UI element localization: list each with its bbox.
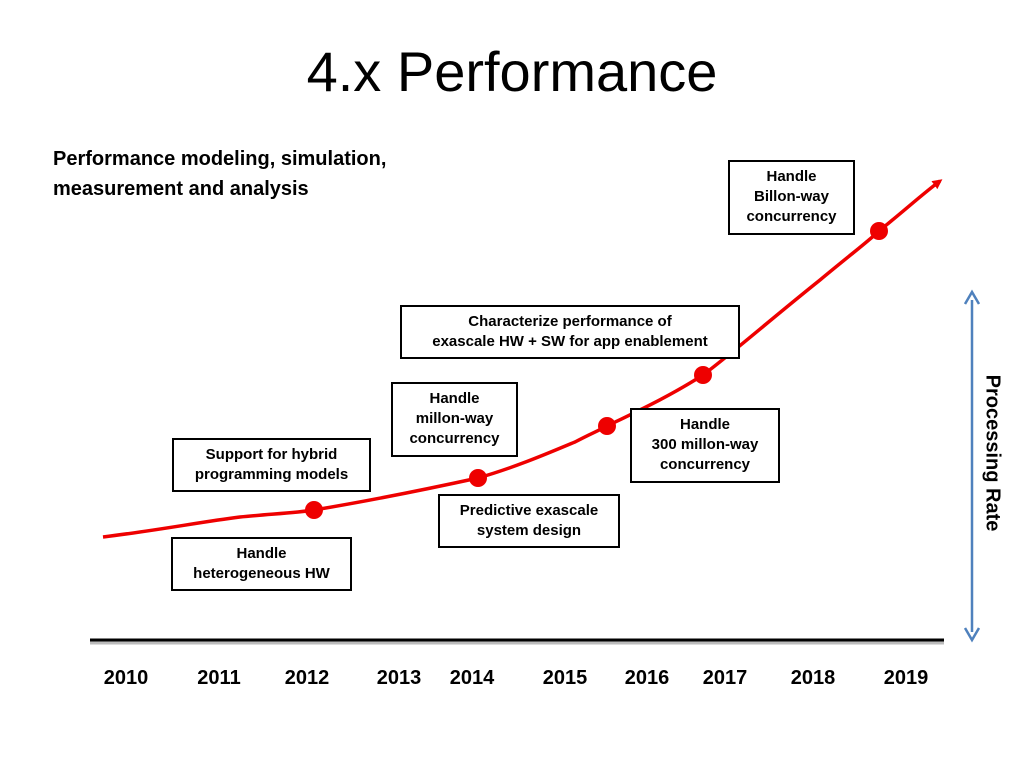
subtitle-line-1: Performance modeling, simulation,	[53, 148, 387, 170]
box-line: system design	[476, 522, 582, 539]
box-line: concurrency	[409, 430, 500, 447]
box-line: Billon-way	[753, 188, 829, 205]
box-characterize-performance: Characterize performance of exascale HW …	[400, 305, 740, 359]
box-line: heterogeneous HW	[193, 565, 330, 582]
box-line: Predictive exascale	[459, 502, 599, 519]
box-heterogeneous-hw: Handle heterogeneous HW	[171, 537, 352, 591]
box-billion-way-concurrency: Handle Billon-way concurrency	[728, 160, 855, 235]
box-line: Handle	[679, 416, 730, 433]
subtitle: Performance modeling, simulation, measur…	[53, 144, 473, 204]
box-million-way-concurrency: Handle millon-way concurrency	[391, 382, 518, 457]
box-line: Handle	[766, 168, 817, 185]
box-hybrid-programming: Support for hybrid programming models	[172, 438, 371, 492]
growth-curve	[102, 179, 943, 539]
processing-rate-arrow	[963, 289, 981, 643]
box-line: millon-way	[415, 410, 494, 427]
box-predictive-exascale: Predictive exascale system design	[438, 494, 620, 548]
milestone-dot	[598, 417, 616, 435]
processing-rate-label: Processing Rate	[981, 374, 1004, 532]
milestone-dot	[469, 469, 487, 487]
milestone-dot	[694, 366, 712, 384]
subtitle-line-2: measurement and analysis	[53, 178, 309, 200]
box-line: programming models	[194, 466, 349, 483]
milestone-dot	[870, 222, 888, 240]
box-line: concurrency	[746, 208, 837, 225]
slide-title: 4.x Performance	[306, 40, 718, 103]
milestone-dot	[305, 501, 323, 519]
box-line: Handle	[429, 390, 480, 407]
box-line: Characterize performance of	[468, 313, 672, 330]
box-line: 300 millon-way	[651, 436, 759, 453]
box-line: Handle	[236, 545, 287, 562]
box-line: concurrency	[659, 456, 751, 473]
box-line: Support for hybrid	[205, 446, 338, 463]
box-line: exascale HW + SW for app enablement	[432, 333, 708, 350]
box-300-million-way-concurrency: Handle 300 millon-way concurrency	[630, 408, 780, 483]
